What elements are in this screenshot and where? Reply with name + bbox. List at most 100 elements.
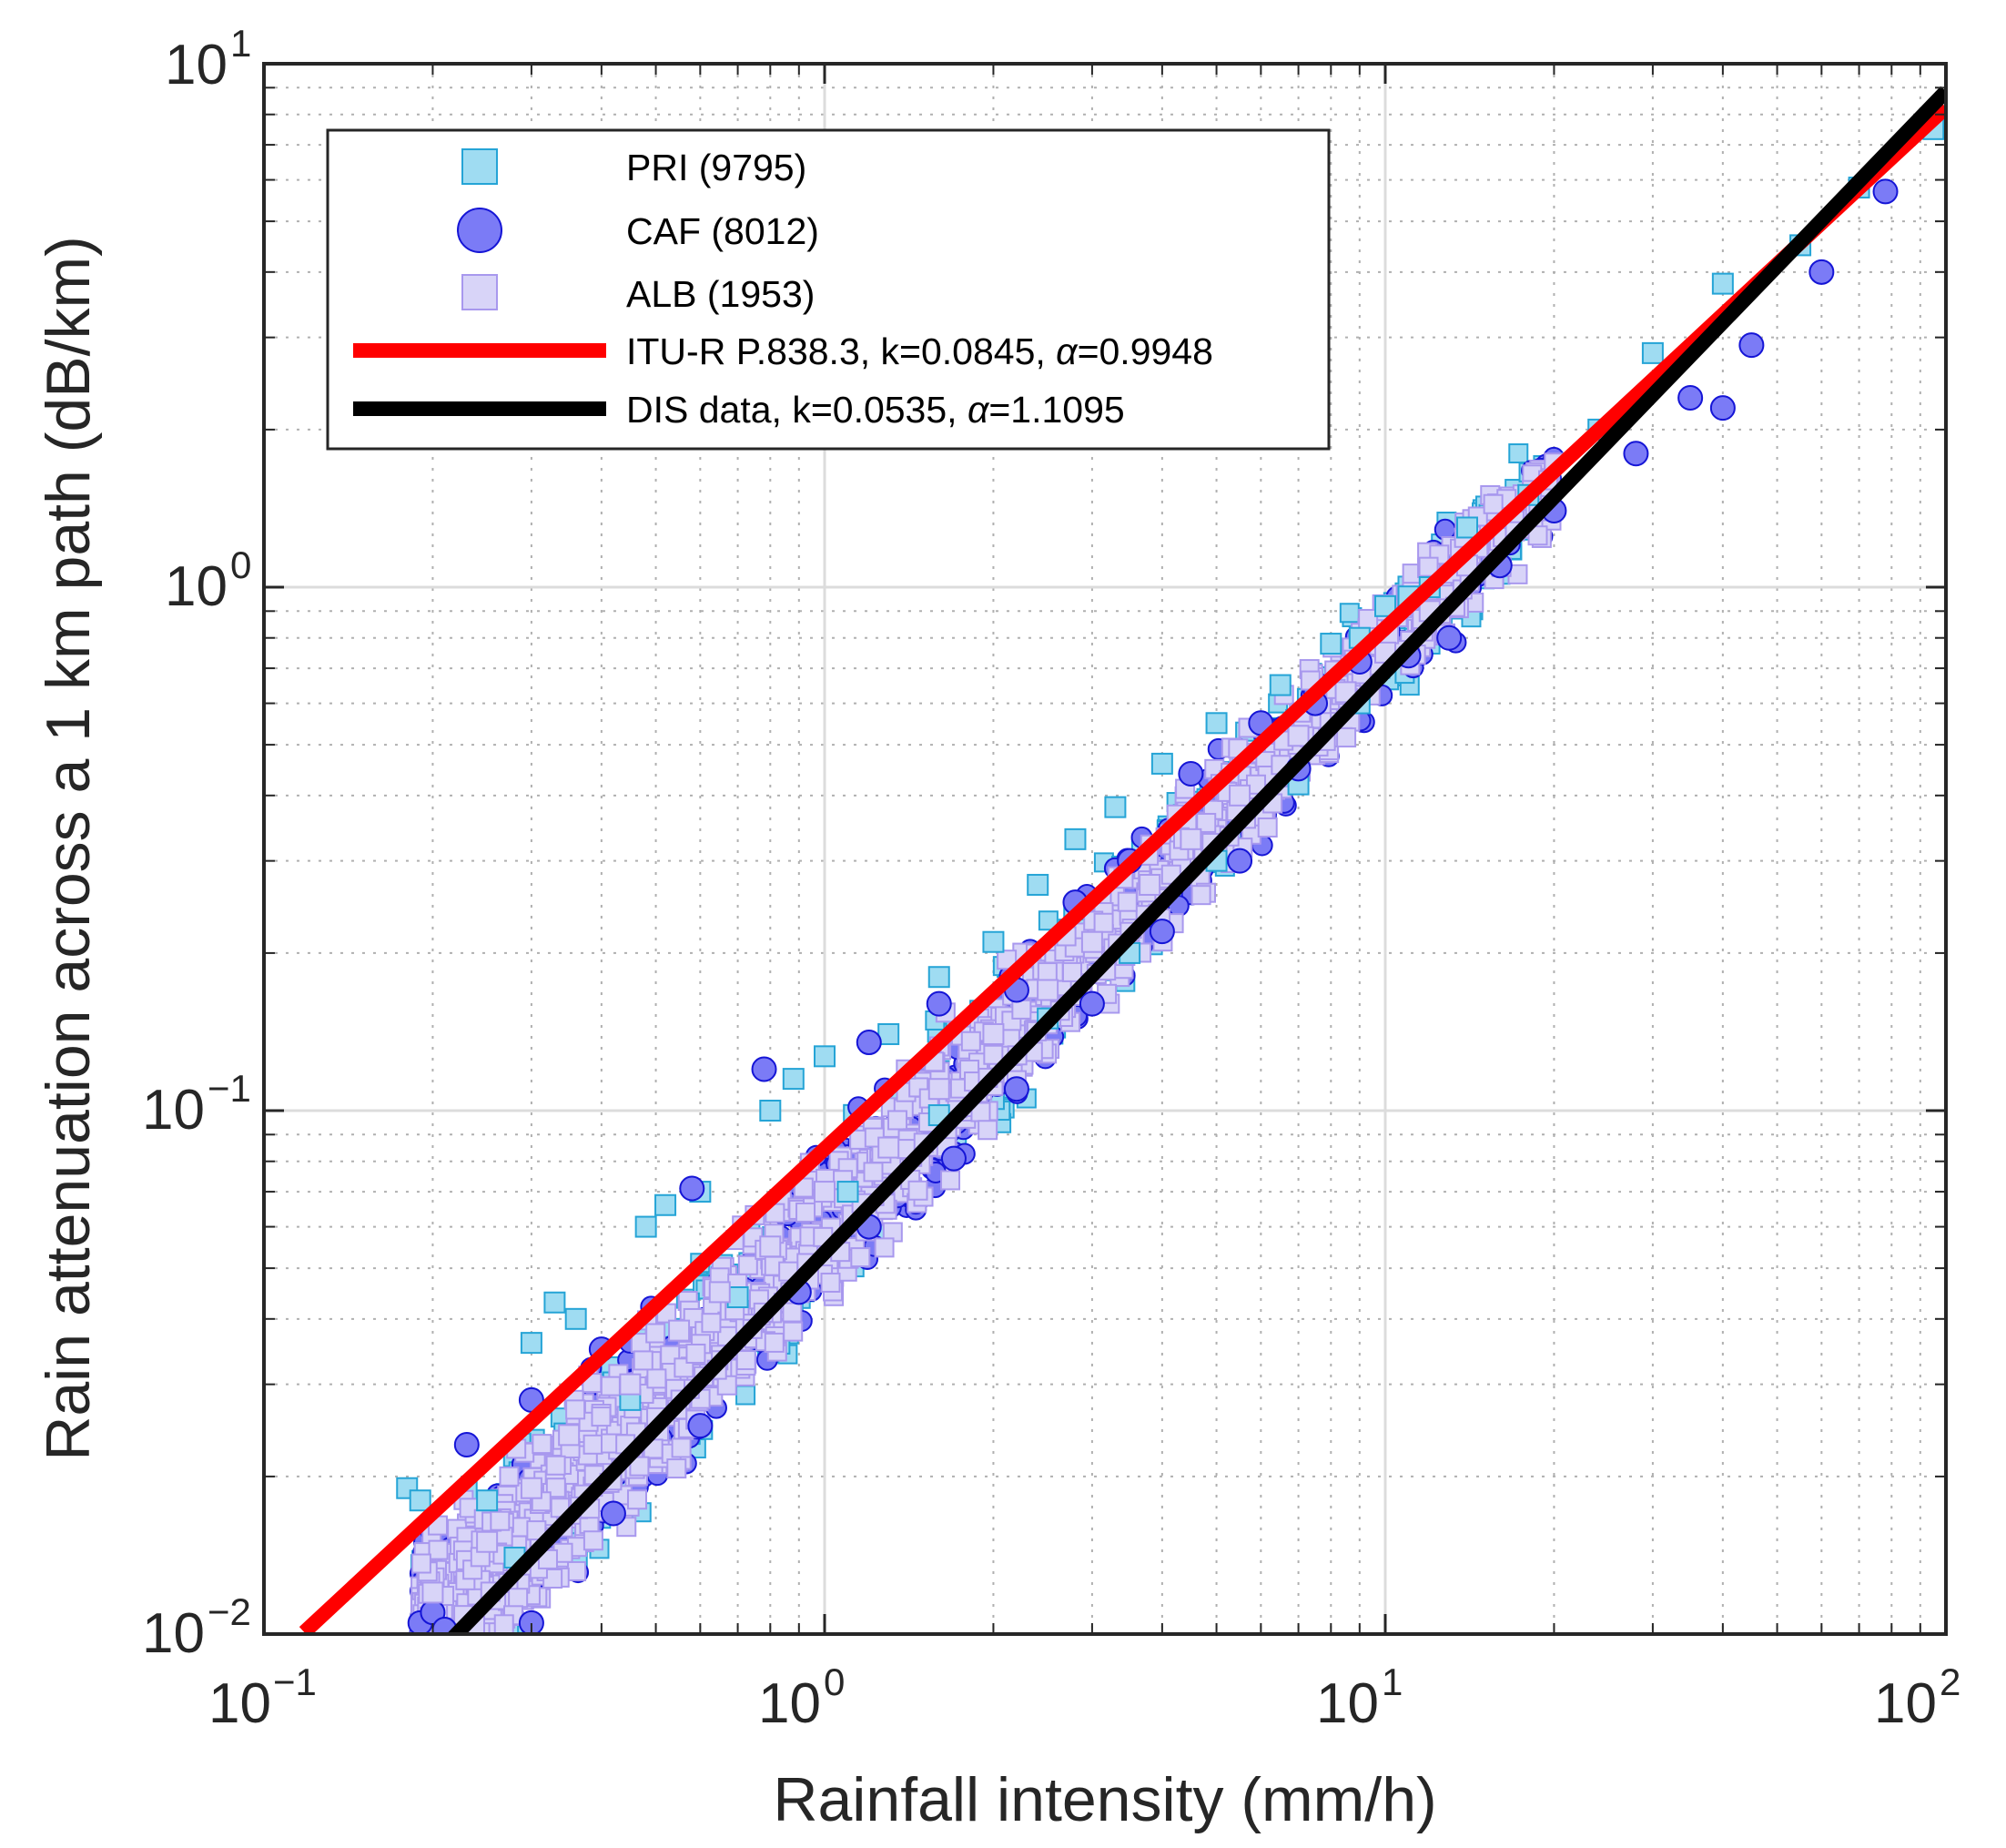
alb-point <box>863 1162 884 1183</box>
alb-point <box>874 1237 895 1258</box>
alb-point <box>526 1520 547 1541</box>
alb-point <box>545 1455 566 1476</box>
alb-point <box>619 1373 642 1396</box>
dis-fit-line <box>446 86 1946 1634</box>
alb-point <box>565 1399 586 1420</box>
alb-point <box>997 949 1018 970</box>
legend-label-dis: DIS data, k=0.0535, α=1.1095 <box>626 389 1125 431</box>
pri-point <box>726 1286 749 1309</box>
alb-point <box>600 1376 621 1396</box>
alb-point <box>583 1530 603 1551</box>
pri-point <box>520 1332 542 1355</box>
pri-point <box>836 1181 859 1203</box>
pri-point <box>1641 341 1664 364</box>
alb-point <box>850 1247 871 1268</box>
alb-point <box>1180 828 1202 850</box>
alb-point <box>783 1321 804 1342</box>
alb-point <box>1139 873 1161 896</box>
alb-point <box>545 1477 566 1498</box>
alb-point <box>1011 999 1032 1020</box>
alb-point <box>1336 727 1357 748</box>
pri-point <box>409 1489 431 1512</box>
x-axis-label: Rainfall intensity (mm/h) <box>773 1765 1436 1834</box>
alb-point <box>737 1254 758 1275</box>
alb-point <box>532 1434 552 1455</box>
legend-label-alb: ALB (1953) <box>626 273 815 315</box>
alb-point <box>1418 556 1439 577</box>
alb-point <box>493 1614 514 1634</box>
alb-point <box>782 1302 803 1323</box>
caf-point <box>1872 178 1899 205</box>
x-tick-exponent: 0 <box>824 1660 845 1703</box>
alb-point <box>1229 784 1251 807</box>
x-tick-label: 10 <box>758 1672 821 1735</box>
legend-label-itu: ITU-R P.838.3, k=0.0845, α=0.9948 <box>626 330 1213 372</box>
alb-point <box>877 1136 900 1159</box>
pri-point <box>1508 443 1529 464</box>
alb-point <box>927 1078 950 1101</box>
pri-point <box>654 1193 677 1216</box>
pri-point <box>1339 603 1360 624</box>
caf-point <box>926 990 952 1017</box>
legend-marker-pri <box>461 148 498 185</box>
y-tick-label: 10 <box>165 555 228 618</box>
caf-point <box>687 1413 714 1439</box>
pri-point <box>543 1291 566 1314</box>
alb-point <box>685 1343 706 1364</box>
legend: PRI (9795) CAF (8012) ALB (1953) ITU-R P… <box>326 128 1331 451</box>
y-tick-label: 10 <box>142 1602 205 1665</box>
pri-point <box>1150 752 1173 775</box>
alb-point <box>666 1458 687 1479</box>
pri-point <box>1027 873 1049 896</box>
y-tick-exponent: −2 <box>208 1590 251 1633</box>
alb-point <box>735 1350 756 1371</box>
legend-label-pri: PRI (9795) <box>626 147 806 188</box>
caf-point <box>940 1145 967 1172</box>
fit-lines <box>299 86 1946 1634</box>
alb-point <box>820 1272 841 1293</box>
alb-point <box>1093 912 1114 933</box>
alb-point <box>983 1044 1004 1065</box>
pri-point <box>1320 633 1342 655</box>
y-tick-label: 10 <box>165 34 228 96</box>
alb-point <box>1257 817 1278 838</box>
pri-point <box>1205 712 1228 735</box>
alb-point <box>566 1560 587 1581</box>
alb-point <box>1037 962 1058 983</box>
caf-point <box>1623 441 1649 467</box>
alb-point <box>629 1456 650 1477</box>
alb-point <box>499 1466 520 1487</box>
legend-marker-alb <box>461 274 498 310</box>
alb-point <box>907 1180 928 1201</box>
x-tick-label: 10 <box>1874 1672 1937 1735</box>
alb-point <box>428 1539 449 1560</box>
alb-point <box>421 1581 444 1604</box>
alb-point <box>759 1235 782 1258</box>
pri-point <box>982 930 1005 953</box>
alb-point <box>701 1313 722 1334</box>
y-tick-exponent: 0 <box>230 543 251 586</box>
alb-point <box>627 1489 648 1510</box>
alb-point <box>1287 725 1310 747</box>
alb-point <box>1061 961 1082 982</box>
alb-point <box>1037 979 1059 1001</box>
pri-point <box>476 1489 499 1512</box>
pri-point <box>1711 272 1734 295</box>
pri-point <box>1269 674 1292 696</box>
alb-point <box>646 1368 667 1389</box>
alb-point <box>1080 930 1103 953</box>
x-tick-label: 10 <box>208 1672 271 1735</box>
alb-point <box>764 1332 785 1353</box>
alb-point <box>476 1530 499 1553</box>
pri-point <box>814 1045 836 1068</box>
alb-point <box>814 1181 836 1203</box>
caf-point <box>856 1030 882 1056</box>
axis-ticks <box>262 62 1948 1636</box>
alb-point <box>1483 493 1504 514</box>
pri-point <box>1064 828 1087 850</box>
pri-point <box>634 1215 657 1238</box>
caf-point <box>1149 919 1175 945</box>
caf-point <box>1808 259 1835 285</box>
legend-marker-caf <box>457 208 502 253</box>
pri-point <box>1374 594 1396 617</box>
